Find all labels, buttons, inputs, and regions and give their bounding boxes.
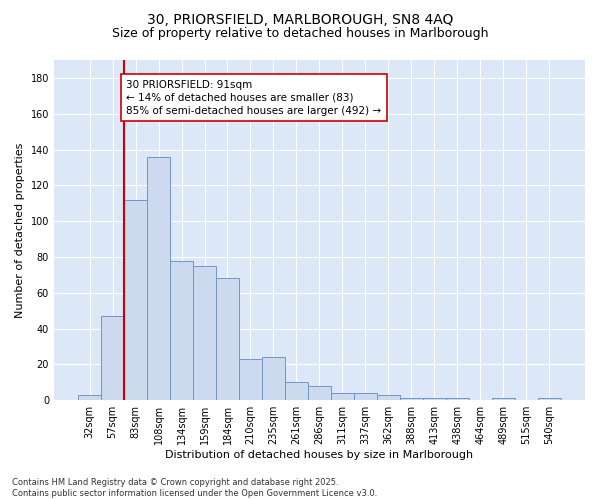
Y-axis label: Number of detached properties: Number of detached properties: [15, 142, 25, 318]
Text: Size of property relative to detached houses in Marlborough: Size of property relative to detached ho…: [112, 28, 488, 40]
Bar: [101, 316, 124, 400]
Bar: [170, 260, 193, 400]
Bar: [308, 386, 331, 400]
Text: Contains HM Land Registry data © Crown copyright and database right 2025.
Contai: Contains HM Land Registry data © Crown c…: [12, 478, 377, 498]
Bar: [262, 357, 285, 400]
Text: 30 PRIORSFIELD: 91sqm
← 14% of detached houses are smaller (83)
85% of semi-deta: 30 PRIORSFIELD: 91sqm ← 14% of detached …: [127, 80, 382, 116]
X-axis label: Distribution of detached houses by size in Marlborough: Distribution of detached houses by size …: [166, 450, 473, 460]
Bar: [78, 395, 101, 400]
Bar: [285, 382, 308, 400]
Bar: [147, 156, 170, 400]
Bar: [193, 266, 216, 400]
Bar: [377, 395, 400, 400]
Bar: [216, 278, 239, 400]
Bar: [446, 398, 469, 400]
Bar: [124, 200, 147, 400]
Text: 30, PRIORSFIELD, MARLBOROUGH, SN8 4AQ: 30, PRIORSFIELD, MARLBOROUGH, SN8 4AQ: [147, 12, 453, 26]
Bar: [400, 398, 423, 400]
Bar: [354, 393, 377, 400]
Bar: [492, 398, 515, 400]
Bar: [538, 398, 561, 400]
Bar: [423, 398, 446, 400]
Bar: [239, 359, 262, 400]
Bar: [331, 393, 354, 400]
